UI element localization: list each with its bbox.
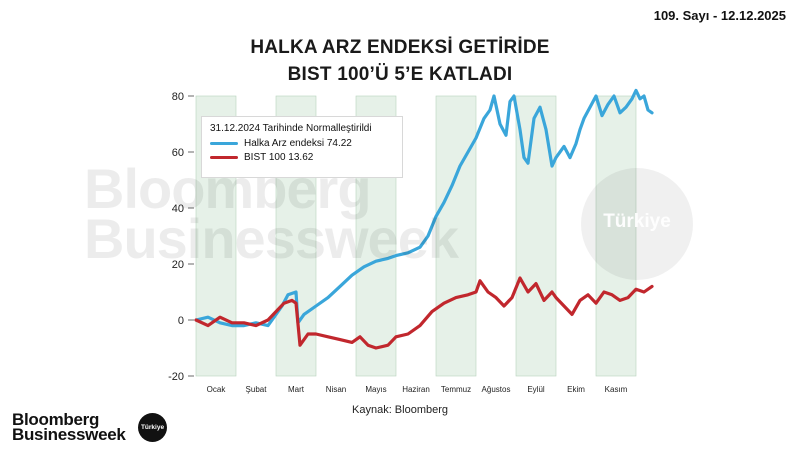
- legend-item-bist100: BIST 100 13.62: [210, 152, 394, 163]
- x-tick-label: Ekim: [567, 385, 585, 394]
- y-tick-label: 60: [172, 147, 184, 159]
- series-lines: [194, 88, 654, 350]
- x-tick-label: Mayıs: [365, 385, 386, 394]
- y-axis: 80 60 40 20 0 -20: [168, 91, 194, 383]
- issue-date: 109. Sayı - 12.12.2025: [653, 8, 786, 23]
- month-band-7: [435, 95, 477, 377]
- y-tick-label: 40: [172, 203, 184, 215]
- x-axis: Ocak Şubat Mart Nisan Mayıs Haziran Temmuz Ağus…: [207, 385, 628, 394]
- y-tick-label: 0: [178, 315, 184, 327]
- legend-swatch-halka-arz: [210, 142, 238, 145]
- legend-swatch-bist100: [210, 156, 238, 159]
- chart-title-line-1: HALKA ARZ ENDEKSİ GETİRİDE: [250, 37, 550, 58]
- chart-legend: 31.12.2024 Tarihinde Normalleştirildi Ha…: [201, 116, 403, 178]
- x-tick-label: Ocak: [207, 385, 227, 394]
- legend-label-bist100: BIST 100 13.62: [244, 152, 314, 163]
- series-line-bist100: [194, 276, 654, 350]
- legend-title: 31.12.2024 Tarihinde Normalleştirildi: [210, 123, 372, 134]
- brand-line-2: Businessweek: [12, 425, 126, 444]
- y-tick-label: -20: [168, 371, 184, 383]
- chart-title: HALKA ARZ ENDEKSİ GETİRİDE BIST 100’Ü 5’…: [0, 34, 800, 88]
- y-tick-label: 80: [172, 91, 184, 103]
- source-note: Kaynak: Bloomberg: [352, 404, 448, 416]
- x-tick-label: Eylül: [527, 385, 545, 394]
- x-tick-label: Haziran: [402, 385, 430, 394]
- brand-logo: Bloomberg Businessweek: [12, 410, 126, 444]
- brand-badge: Türkiye: [138, 413, 167, 442]
- month-band-11: [595, 95, 637, 377]
- chart-title-line-2: BIST 100’Ü 5’E KATLADI: [287, 64, 513, 85]
- x-tick-label: Ağustos: [482, 385, 511, 394]
- x-tick-label: Kasım: [605, 385, 628, 394]
- legend-item-halka-arz: Halka Arz endeksi 74.22: [210, 138, 394, 149]
- x-tick-label: Temmuz: [441, 385, 471, 394]
- brand-line-1: Bloomberg: [12, 410, 100, 429]
- x-tick-label: Şubat: [246, 385, 268, 394]
- legend-label-halka-arz: Halka Arz endeksi 74.22: [244, 138, 352, 149]
- x-tick-label: Nisan: [326, 385, 346, 394]
- y-tick-label: 20: [172, 259, 184, 271]
- x-tick-label: Mart: [288, 385, 305, 394]
